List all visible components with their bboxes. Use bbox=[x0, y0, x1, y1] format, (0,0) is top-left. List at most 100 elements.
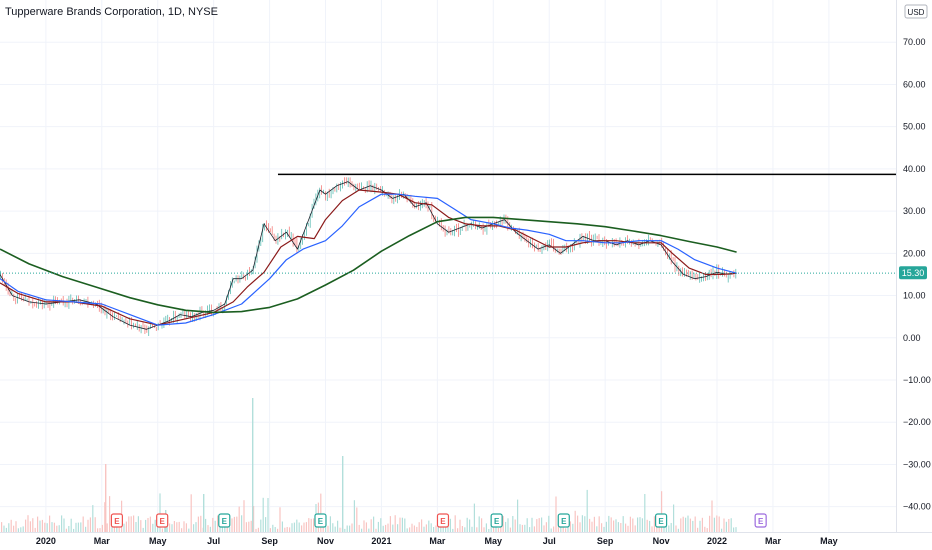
y-tick-label: −20.00 bbox=[903, 417, 931, 427]
earnings-marker[interactable]: E bbox=[436, 513, 450, 528]
volume-bar bbox=[531, 517, 533, 532]
volume-bar bbox=[97, 528, 99, 532]
volume-bar bbox=[685, 517, 687, 532]
y-tick-label: −30.00 bbox=[903, 459, 931, 469]
volume-bar bbox=[713, 517, 715, 532]
volume-bar bbox=[284, 527, 286, 532]
volume-bar bbox=[22, 526, 24, 532]
volume-bar bbox=[101, 524, 103, 532]
volume-bar bbox=[200, 515, 202, 532]
earnings-marker[interactable]: E bbox=[314, 513, 327, 528]
volume-bar bbox=[377, 521, 379, 532]
volume-bar bbox=[176, 522, 178, 532]
indicator-lines bbox=[0, 173, 896, 330]
volume-bar bbox=[653, 516, 655, 532]
volume-bar bbox=[524, 524, 526, 532]
volume-bar bbox=[27, 515, 29, 532]
earnings-marker[interactable]: E bbox=[754, 513, 767, 528]
volume-bar bbox=[416, 526, 418, 532]
volume-bar bbox=[529, 527, 531, 532]
volume-bar bbox=[320, 493, 322, 532]
volume-bar bbox=[1, 522, 3, 532]
price-axis[interactable]: 70.00 60.00 50.00 40.00 30.00 20.00 10.00 0.00 −… bbox=[903, 37, 931, 511]
volume-bar bbox=[483, 527, 485, 532]
volume-bar bbox=[241, 515, 243, 532]
volume-bar bbox=[195, 522, 197, 532]
volume-bar bbox=[10, 519, 12, 532]
volume-spike bbox=[342, 456, 344, 532]
y-tick-label: 20.00 bbox=[903, 248, 926, 258]
volume-bar bbox=[591, 521, 593, 532]
earnings-marker[interactable]: E bbox=[218, 513, 231, 528]
volume-bar bbox=[173, 521, 175, 532]
volume-bar bbox=[188, 528, 190, 532]
volume-bar bbox=[149, 516, 151, 532]
volume-bar bbox=[469, 519, 471, 532]
volume-bar bbox=[622, 516, 624, 532]
volume-bar bbox=[269, 528, 271, 532]
volume-bar bbox=[53, 522, 55, 532]
volume-bar bbox=[601, 523, 603, 532]
volume-bar bbox=[339, 527, 341, 532]
volume-bar bbox=[147, 518, 149, 532]
volume-bar bbox=[646, 519, 648, 532]
earnings-marker[interactable]: E bbox=[490, 513, 503, 528]
volume-bar bbox=[478, 516, 480, 532]
volume-bar bbox=[303, 522, 305, 532]
volume-bar bbox=[716, 515, 718, 532]
volume-bar bbox=[87, 519, 89, 532]
volume-bar bbox=[423, 526, 425, 532]
x-tick-label: Sep bbox=[261, 536, 278, 546]
volume-bar bbox=[133, 515, 135, 532]
earnings-marker[interactable]: E bbox=[557, 513, 570, 528]
x-tick-label: 2020 bbox=[36, 536, 56, 546]
volume-bar bbox=[399, 517, 401, 532]
volume-bar bbox=[413, 525, 415, 532]
volume-bar bbox=[661, 491, 663, 532]
volume-bar bbox=[368, 528, 370, 532]
y-tick-label: 70.00 bbox=[903, 37, 926, 47]
volume-bar bbox=[555, 496, 557, 532]
volume-bar bbox=[687, 515, 689, 532]
volume-bar bbox=[358, 524, 360, 532]
volume-bar bbox=[15, 521, 17, 532]
volume-bar bbox=[629, 516, 631, 532]
volume-bar bbox=[481, 518, 483, 532]
x-tick-label: 2021 bbox=[371, 536, 391, 546]
volume-bar bbox=[569, 521, 571, 532]
volume-bar bbox=[257, 527, 259, 532]
volume-bar bbox=[56, 525, 58, 532]
earnings-marker-label: E bbox=[561, 517, 567, 526]
time-axis[interactable]: 2020 Mar May Jul Sep Nov 2021 Mar May Jul Sep Nov 20… bbox=[36, 536, 838, 546]
volume-bar bbox=[457, 528, 459, 532]
volume-bar bbox=[639, 517, 641, 532]
last-price-badge: 15.30 bbox=[899, 266, 927, 280]
earnings-marker[interactable]: E bbox=[654, 513, 668, 528]
volume-bar bbox=[610, 517, 612, 532]
volume-bar bbox=[140, 520, 142, 532]
volume-bar bbox=[253, 506, 255, 532]
volume-bar bbox=[89, 517, 91, 532]
x-tick-label: Mar bbox=[94, 536, 111, 546]
volume-bar bbox=[142, 527, 144, 532]
volume-bar bbox=[565, 528, 567, 532]
volume-bar bbox=[577, 515, 579, 532]
volume-bar bbox=[490, 524, 492, 532]
volume-bar bbox=[459, 519, 461, 532]
volume-bar bbox=[272, 524, 274, 532]
volume-bar bbox=[603, 526, 605, 532]
currency-badge[interactable]: USD bbox=[904, 4, 928, 19]
volume-bar bbox=[296, 519, 298, 532]
volume-bar bbox=[430, 523, 432, 532]
volume-bar bbox=[236, 516, 238, 532]
earnings-marker[interactable]: E bbox=[156, 513, 169, 528]
volume-bar bbox=[505, 521, 507, 532]
volume-bar bbox=[99, 528, 101, 532]
volume-bar bbox=[61, 515, 63, 532]
earnings-marker[interactable]: E bbox=[110, 513, 123, 528]
volume-bar bbox=[375, 528, 377, 532]
volume-bar bbox=[313, 518, 315, 532]
